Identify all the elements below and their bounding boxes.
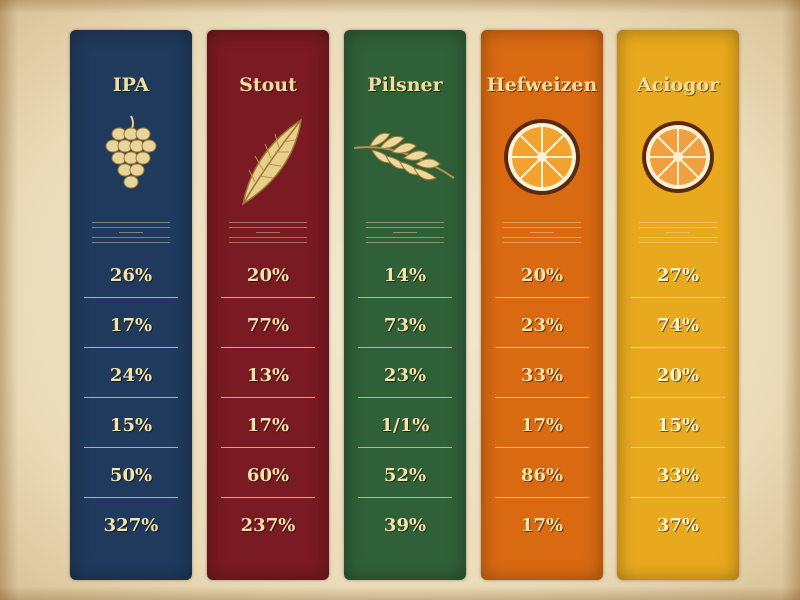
column-hefweizen: Hefweizen 20% 23% 33% 17% 86% 17% xyxy=(481,30,603,580)
fine-print-lines xyxy=(366,218,444,247)
value-row: 77% xyxy=(217,306,319,356)
value-row: 23% xyxy=(354,356,456,406)
column-ipa: IPA xyxy=(70,30,192,580)
value-row: 23% xyxy=(491,306,593,356)
value-row: 73% xyxy=(354,306,456,356)
value-row: 327% xyxy=(103,515,159,536)
wheat-icon xyxy=(344,112,466,212)
value-row: 17% xyxy=(520,515,564,536)
value-row: 74% xyxy=(627,306,729,356)
value-row: 37% xyxy=(656,515,700,536)
orange-slice-icon xyxy=(617,112,739,212)
value-row: 17% xyxy=(80,306,182,356)
column-title: IPA xyxy=(112,74,150,96)
value-row: 39% xyxy=(383,515,427,536)
value-row: 27% xyxy=(627,256,729,306)
value-row: 15% xyxy=(80,406,182,456)
value-row: 20% xyxy=(217,256,319,306)
column-title: Aciogor xyxy=(636,74,720,96)
value-row: 26% xyxy=(80,256,182,306)
fine-print-lines xyxy=(503,218,581,247)
value-row: 60% xyxy=(217,456,319,506)
fine-print-lines xyxy=(639,218,717,247)
value-row: 20% xyxy=(627,356,729,406)
value-row: 50% xyxy=(80,456,182,506)
value-row: 20% xyxy=(491,256,593,306)
leaf-icon xyxy=(207,112,329,212)
value-row: 17% xyxy=(491,406,593,456)
column-title: Hefweizen xyxy=(486,74,598,96)
value-row: 13% xyxy=(217,356,319,406)
value-row: 15% xyxy=(627,406,729,456)
value-row: 52% xyxy=(354,456,456,506)
value-row: 1/1% xyxy=(354,406,456,456)
hops-icon xyxy=(70,112,192,212)
column-aciogor: Aciogor 27% 74% 20% 15% 33% 37% xyxy=(617,30,739,580)
orange-slice-icon xyxy=(481,112,603,212)
value-row: 86% xyxy=(491,456,593,506)
fine-print-lines xyxy=(229,218,307,247)
value-row: 237% xyxy=(240,515,296,536)
column-pilsner: Pilsner 14% 73% 23% xyxy=(344,30,466,580)
value-row: 24% xyxy=(80,356,182,406)
value-row: 17% xyxy=(217,406,319,456)
fine-print-lines xyxy=(92,218,170,247)
column-stout: Stout 20% 77% 13% 17% 60% 237% xyxy=(207,30,329,580)
column-title: Pilsner xyxy=(367,74,443,96)
column-title: Stout xyxy=(239,74,297,96)
value-row: 14% xyxy=(354,256,456,306)
value-row: 33% xyxy=(627,456,729,506)
value-row: 33% xyxy=(491,356,593,406)
